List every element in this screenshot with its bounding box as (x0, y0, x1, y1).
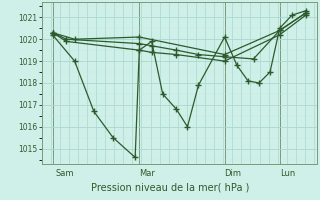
Text: Pression niveau de la mer( hPa ): Pression niveau de la mer( hPa ) (91, 183, 250, 193)
Text: Dim: Dim (225, 169, 242, 178)
Text: Sam: Sam (55, 169, 74, 178)
Text: Mar: Mar (139, 169, 155, 178)
Text: Lun: Lun (280, 169, 295, 178)
